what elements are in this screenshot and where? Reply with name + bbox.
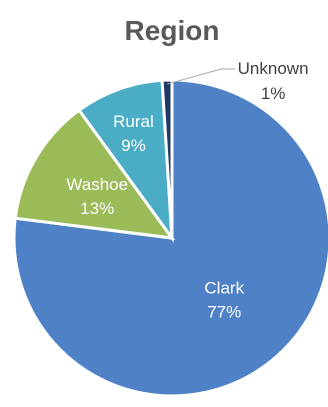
pie-slices — [12, 78, 328, 398]
data-label-name-unknown: Unknown — [238, 59, 309, 78]
data-label-name-rural: Rural — [113, 112, 154, 131]
chart-title: Region — [125, 15, 220, 46]
data-label-value-clark: 77% — [207, 302, 241, 321]
data-label-value-rural: 9% — [121, 136, 146, 155]
pie-slice-washoe — [13, 108, 176, 240]
data-label-value-unknown: 1% — [261, 84, 286, 103]
pie-labels: Clark 77% Washoe 13% Rural 9% Unknown 1% — [66, 59, 308, 321]
pie-slice-rural — [77, 78, 174, 244]
data-label-name-clark: Clark — [204, 278, 244, 297]
data-label-name-washoe: Washoe — [66, 175, 128, 194]
leader-line-unknown — [167, 68, 236, 85]
data-label-value-washoe: 13% — [80, 199, 114, 218]
pie-slice-unknown — [160, 78, 174, 239]
